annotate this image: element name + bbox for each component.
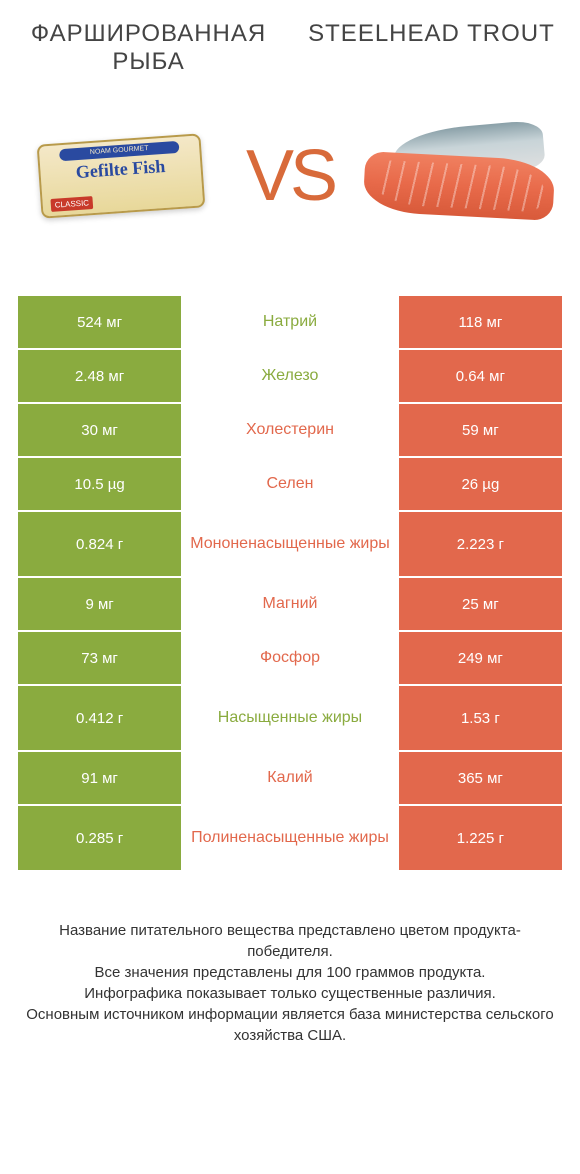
nutrient-row: 0.824 гМононенасыщенные жиры2.223 г [18, 512, 562, 576]
nutrient-label: Селен [181, 458, 399, 510]
gefilte-tag: CLASSIC [51, 196, 94, 212]
value-right: 249 мг [399, 632, 562, 684]
titles-row: ФАРШИРОВАННАЯ РЫБА STEELHEAD TROUT [18, 20, 562, 76]
nutrient-label: Насыщенные жиры [181, 686, 399, 750]
value-left: 91 мг [18, 752, 181, 804]
value-left: 10.5 µg [18, 458, 181, 510]
value-left: 0.285 г [18, 806, 181, 870]
nutrient-row: 91 мгКалий365 мг [18, 752, 562, 804]
nutrient-label: Калий [181, 752, 399, 804]
value-right: 59 мг [399, 404, 562, 456]
value-right: 1.225 г [399, 806, 562, 870]
title-left: ФАРШИРОВАННАЯ РЫБА [18, 20, 279, 76]
footnotes: Название питательного вещества представл… [18, 920, 562, 1046]
right-product-image [355, 86, 562, 266]
nutrient-row: 73 мгФосфор249 мг [18, 632, 562, 684]
trout-icon [364, 116, 554, 236]
value-right: 118 мг [399, 296, 562, 348]
value-left: 0.824 г [18, 512, 181, 576]
nutrient-table: 524 мгНатрий118 мг2.48 мгЖелезо0.64 мг30… [18, 296, 562, 870]
nutrient-label: Полиненасыщенные жиры [181, 806, 399, 870]
infographic-container: ФАРШИРОВАННАЯ РЫБА STEELHEAD TROUT NOAM … [0, 0, 580, 1066]
nutrient-label: Мононенасыщенные жиры [181, 512, 399, 576]
nutrient-label: Холестерин [181, 404, 399, 456]
nutrient-row: 0.285 гПолиненасыщенные жиры1.225 г [18, 806, 562, 870]
value-right: 2.223 г [399, 512, 562, 576]
gefilte-package-icon: NOAM GOURMET Gefilte Fish CLASSIC [37, 133, 206, 218]
footnote-line: Основным источником информации является … [24, 1004, 556, 1046]
value-left: 73 мг [18, 632, 181, 684]
nutrient-row: 2.48 мгЖелезо0.64 мг [18, 350, 562, 402]
nutrient-label: Натрий [181, 296, 399, 348]
vs-text: VS [246, 135, 334, 217]
nutrient-label: Магний [181, 578, 399, 630]
value-left: 2.48 мг [18, 350, 181, 402]
footnote-line: Все значения представлены для 100 граммо… [24, 962, 556, 983]
nutrient-label: Железо [181, 350, 399, 402]
nutrient-label: Фосфор [181, 632, 399, 684]
value-right: 1.53 г [399, 686, 562, 750]
value-right: 25 мг [399, 578, 562, 630]
value-right: 365 мг [399, 752, 562, 804]
hero-row: NOAM GOURMET Gefilte Fish CLASSIC VS [18, 86, 562, 266]
value-left: 30 мг [18, 404, 181, 456]
nutrient-row: 30 мгХолестерин59 мг [18, 404, 562, 456]
nutrient-row: 0.412 гНасыщенные жиры1.53 г [18, 686, 562, 750]
nutrient-row: 524 мгНатрий118 мг [18, 296, 562, 348]
value-right: 26 µg [399, 458, 562, 510]
value-left: 9 мг [18, 578, 181, 630]
value-left: 0.412 г [18, 686, 181, 750]
value-left: 524 мг [18, 296, 181, 348]
left-product-image: NOAM GOURMET Gefilte Fish CLASSIC [18, 86, 225, 266]
footnote-line: Название питательного вещества представл… [24, 920, 556, 962]
nutrient-row: 9 мгМагний25 мг [18, 578, 562, 630]
nutrient-row: 10.5 µgСелен26 µg [18, 458, 562, 510]
footnote-line: Инфографика показывает только существенн… [24, 983, 556, 1004]
value-right: 0.64 мг [399, 350, 562, 402]
title-right: STEELHEAD TROUT [301, 20, 562, 48]
